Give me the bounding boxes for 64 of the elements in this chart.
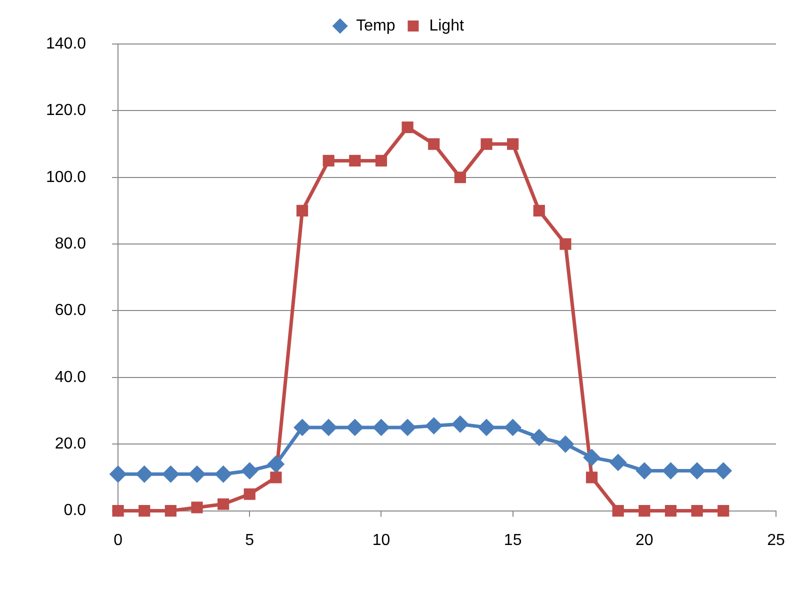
point xyxy=(586,472,598,484)
y-tick-label: 20.0 xyxy=(54,436,86,453)
point xyxy=(267,456,284,473)
point xyxy=(164,504,176,517)
point xyxy=(136,466,153,483)
point xyxy=(375,154,388,167)
point xyxy=(372,418,390,436)
point xyxy=(478,418,495,436)
y-tick-label: 0.0 xyxy=(64,502,86,520)
point xyxy=(294,418,311,436)
point xyxy=(452,416,469,433)
point xyxy=(110,466,127,483)
point xyxy=(241,462,258,480)
x-tick-label: 25 xyxy=(767,532,785,549)
point xyxy=(296,204,308,217)
x-tick-label: 20 xyxy=(636,532,654,549)
point xyxy=(399,418,416,436)
point xyxy=(556,436,574,453)
point xyxy=(507,138,519,150)
y-tick-label: 140.0 xyxy=(46,35,86,52)
legend-label: Temp xyxy=(356,17,396,34)
point xyxy=(583,448,600,466)
point xyxy=(162,466,180,483)
point xyxy=(691,504,703,517)
y-tick-label: 40.0 xyxy=(54,368,86,386)
point xyxy=(714,462,732,480)
y-tick-label: 100.0 xyxy=(46,168,86,186)
point xyxy=(346,418,364,436)
point xyxy=(402,122,414,134)
point xyxy=(610,454,627,471)
point xyxy=(480,138,492,150)
point xyxy=(138,504,150,517)
point xyxy=(214,466,232,483)
point xyxy=(664,504,677,517)
point xyxy=(191,502,203,514)
point xyxy=(454,172,466,184)
point xyxy=(349,154,361,167)
point xyxy=(688,462,706,480)
point xyxy=(530,428,548,446)
point xyxy=(428,138,440,150)
y-tick-label: 120.0 xyxy=(46,102,86,120)
x-tick-label: 15 xyxy=(504,532,522,549)
x-tick-label: 10 xyxy=(372,532,390,549)
point xyxy=(533,204,545,217)
y-tick-label: 80.0 xyxy=(54,235,86,252)
point xyxy=(322,154,334,167)
x-tick-label: 0 xyxy=(114,532,123,549)
point xyxy=(636,462,653,480)
point xyxy=(560,238,572,250)
legend-label: Light xyxy=(429,17,464,34)
x-tick-label: 5 xyxy=(245,532,254,549)
point xyxy=(662,462,680,480)
point xyxy=(244,488,256,500)
point xyxy=(270,472,282,484)
point xyxy=(612,504,624,517)
point xyxy=(638,504,650,517)
point xyxy=(218,498,230,510)
point xyxy=(425,417,442,434)
point xyxy=(112,504,124,517)
point xyxy=(320,418,338,436)
point xyxy=(504,418,522,436)
y-tick-label: 60.0 xyxy=(54,302,86,320)
point xyxy=(188,466,206,483)
point xyxy=(718,504,730,517)
